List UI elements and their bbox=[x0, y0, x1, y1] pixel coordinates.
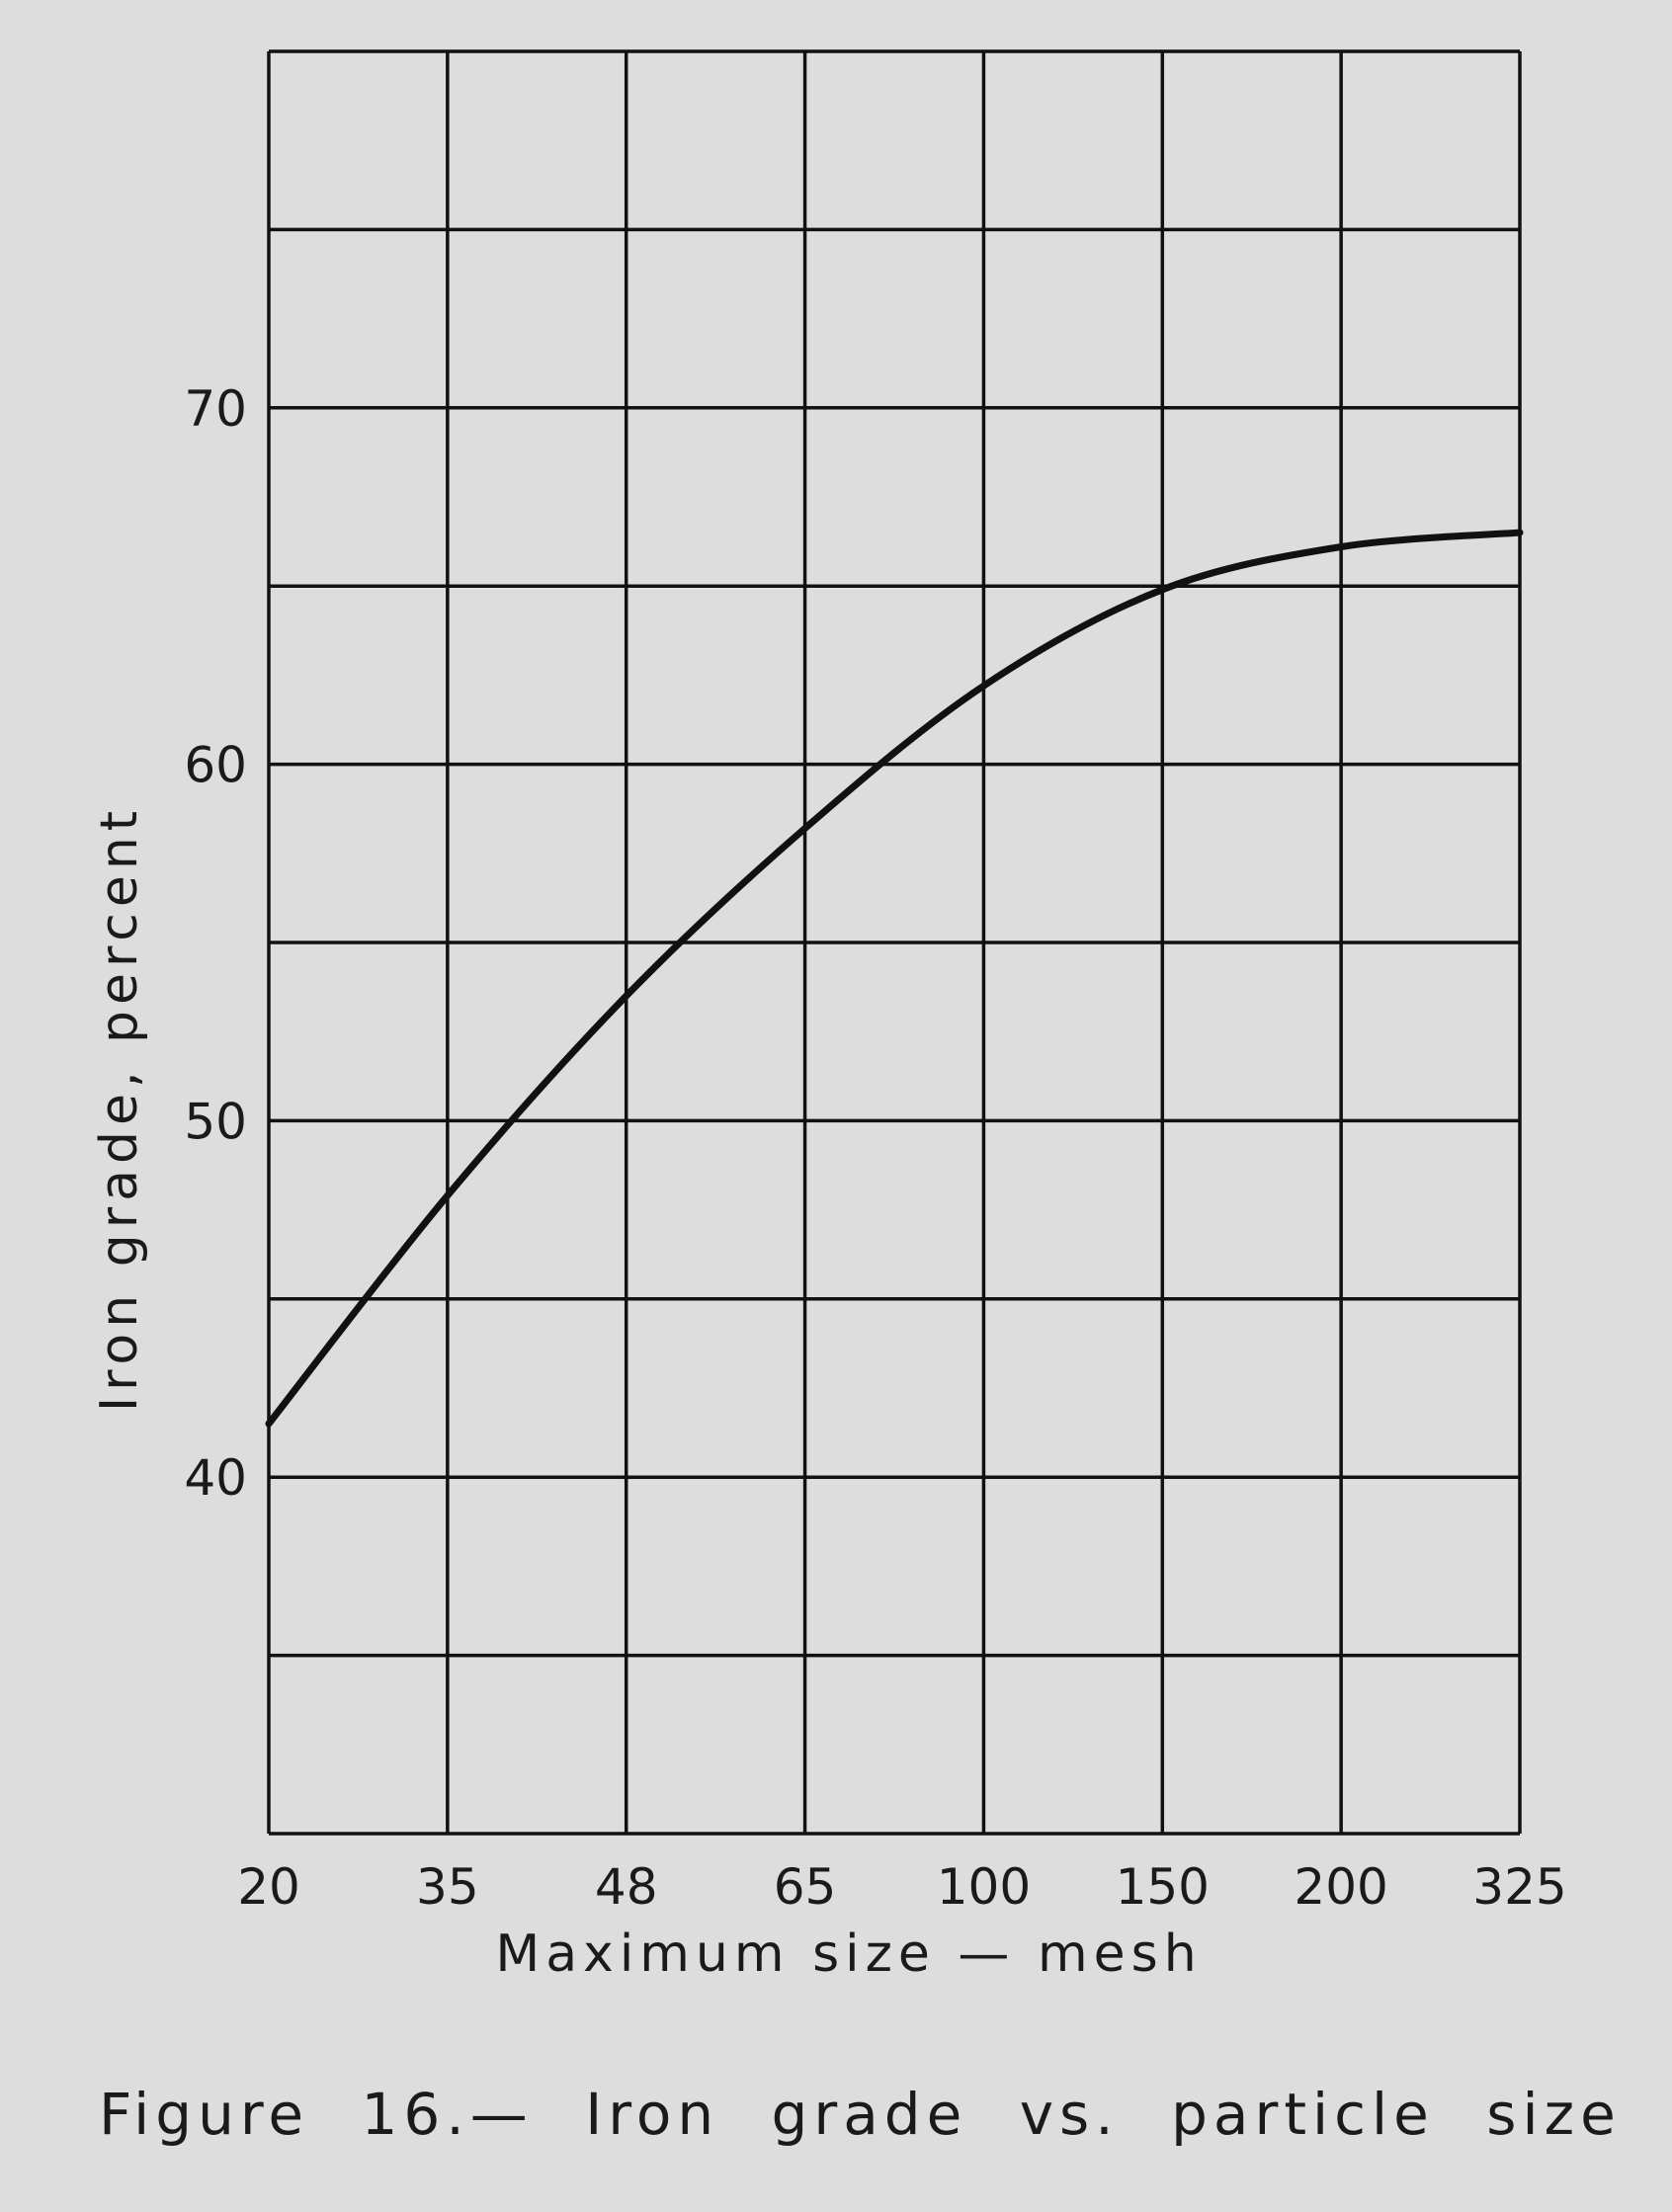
figure-caption: Figure 16.— Iron grade vs. particle size bbox=[99, 2081, 1622, 2148]
y-tick-label: 60 bbox=[184, 737, 247, 794]
y-tick-label: 70 bbox=[184, 380, 247, 438]
y-axis-label: Iron grade, percent bbox=[90, 805, 149, 1412]
y-tick-label: 50 bbox=[184, 1093, 247, 1150]
x-tick-label: 200 bbox=[1294, 1858, 1387, 1916]
x-tick-label: 150 bbox=[1116, 1858, 1210, 1916]
x-tick-labels: 20 35 48 65 100 150 200 325 bbox=[237, 1858, 1567, 1916]
x-axis-label: Maximum size — mesh bbox=[495, 1925, 1202, 1984]
x-tick-label: 35 bbox=[416, 1858, 479, 1916]
x-tick-label: 325 bbox=[1472, 1858, 1566, 1916]
y-tick-label: 40 bbox=[184, 1449, 247, 1507]
grid bbox=[267, 49, 1522, 1836]
y-tick-labels: 40 50 60 70 bbox=[184, 380, 247, 1507]
series-line bbox=[265, 529, 1524, 1428]
x-tick-label: 20 bbox=[237, 1858, 300, 1916]
x-tick-label: 65 bbox=[774, 1858, 837, 1916]
x-tick-label: 100 bbox=[937, 1858, 1031, 1916]
x-tick-label: 48 bbox=[595, 1858, 658, 1916]
